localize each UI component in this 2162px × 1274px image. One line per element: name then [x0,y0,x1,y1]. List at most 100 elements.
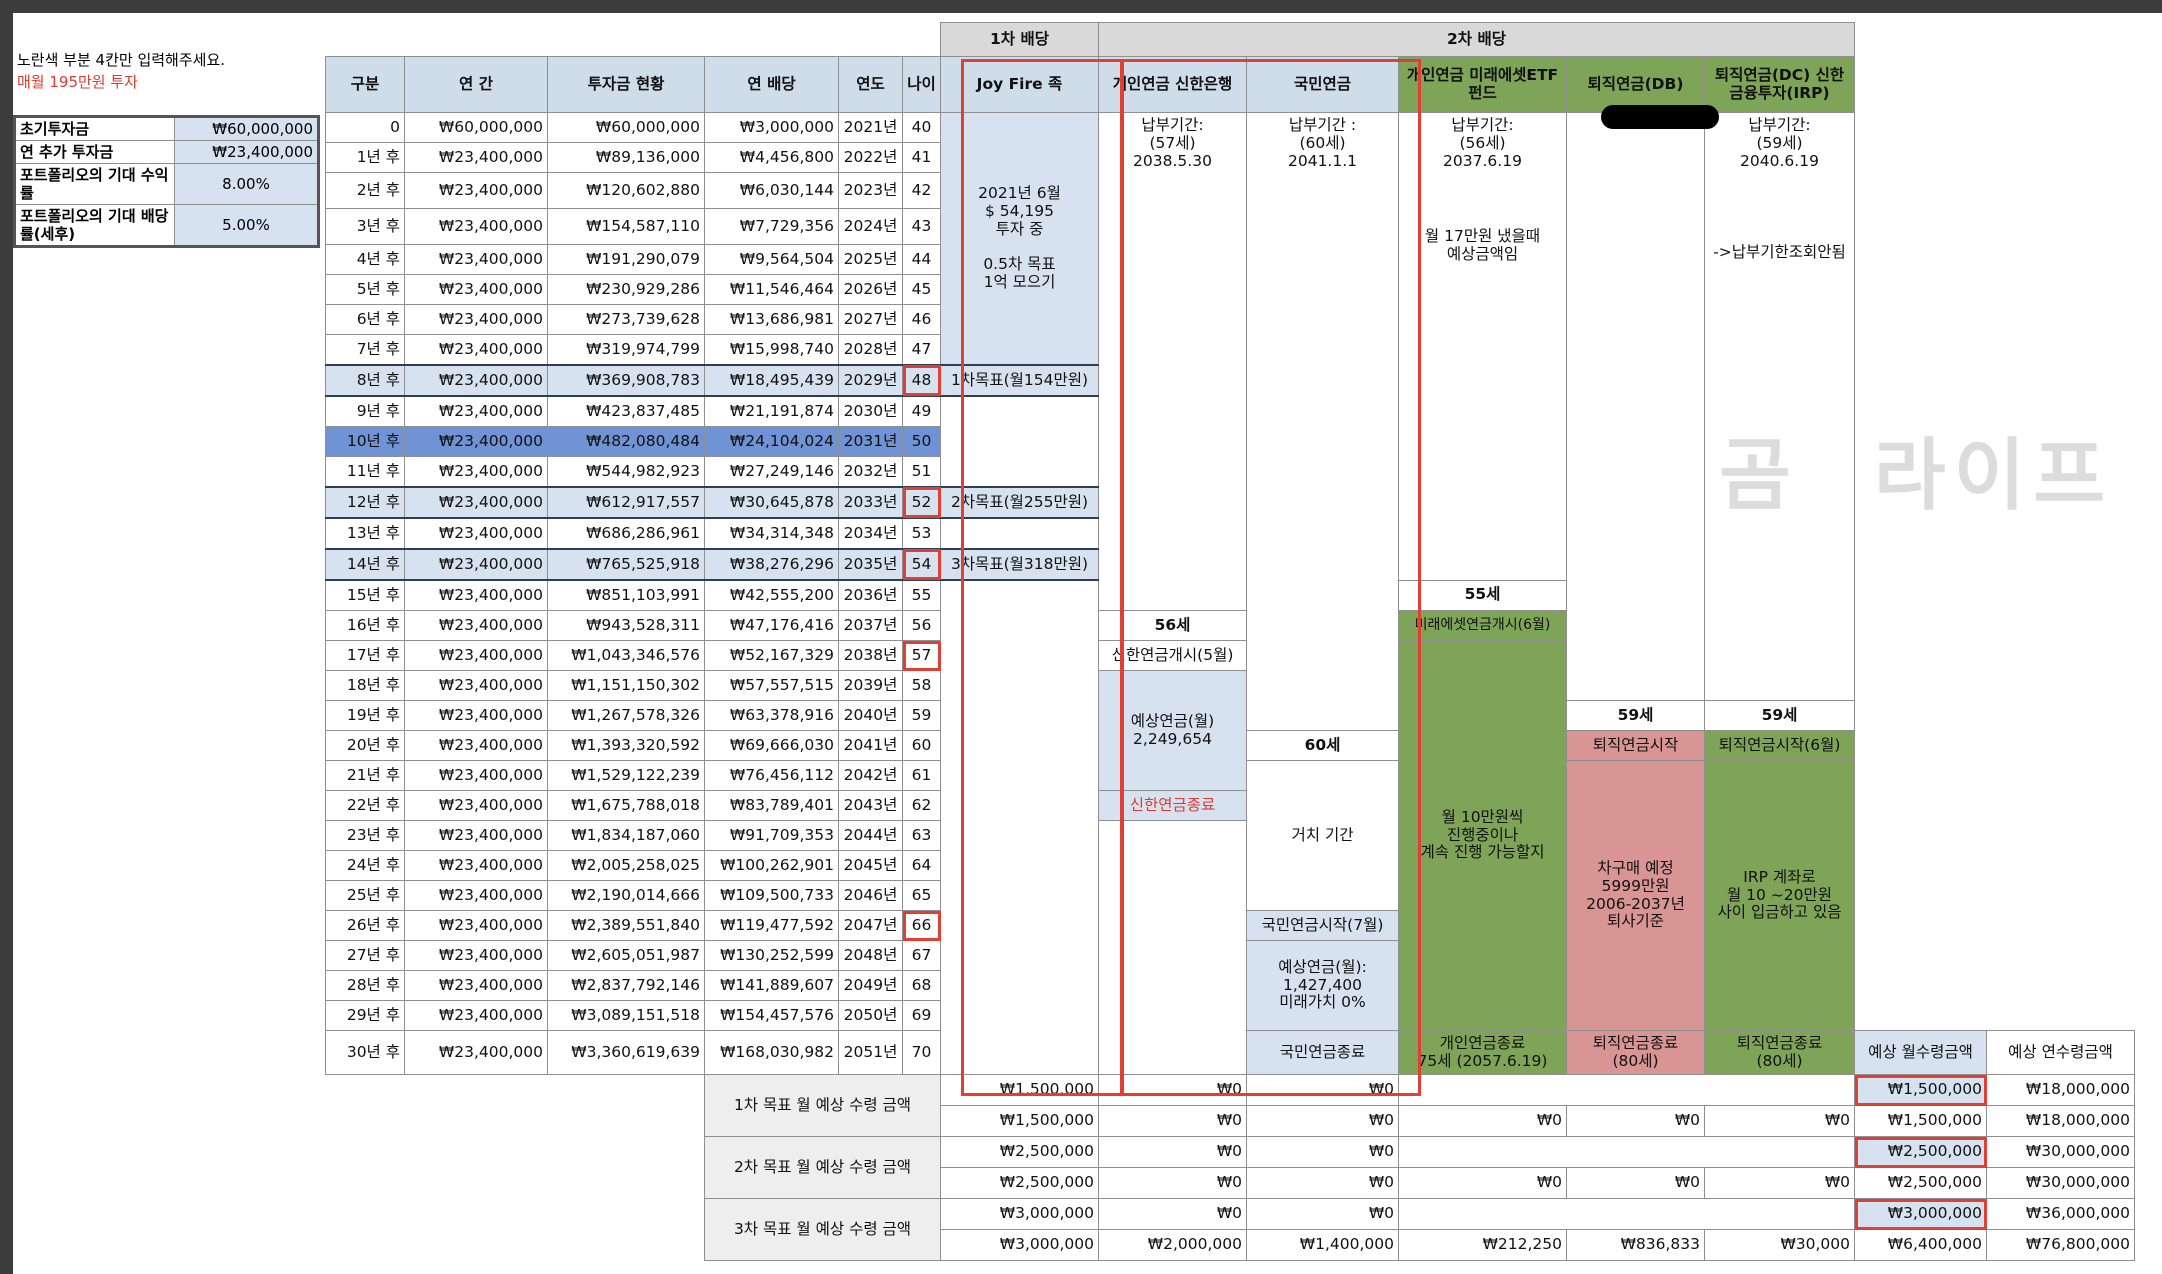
shinhan-start: 신한연금개시(5월) [1098,640,1247,671]
age-cell: 44 [902,244,941,275]
mirae-note-cell: 납부기간: (56세) 2037.6.19 월 17만원 냈을때 예상금액임 [1398,112,1567,581]
col-annual-header: 연 간 [404,56,548,113]
goal1-label: 1차목표(월154만원) [940,364,1099,397]
age-cell: 45 [902,274,941,305]
table-row: 19년 후 ₩23,400,000 ₩1,267,578,326 ₩63,378,91… [325,700,2135,731]
period-cell: 28년 후 [325,970,405,1001]
pension-amount: ₩1,500,000 [940,1074,1099,1106]
year-cell: 2044년 [838,820,903,851]
input-label: 포트폴리오의 기대 수익률 [14,163,175,205]
dc-start: 퇴직연금시작(6월) [1704,730,1855,761]
monthly-header: 예상 월수령금액 [1854,1030,1987,1075]
year-cell: 2028년 [838,334,903,366]
expected-dividend-cell[interactable]: 5.00% [174,204,319,247]
dividend-cell: ₩6,030,144 [704,172,839,209]
col-dc-pension-header: 퇴직연금(DC) 신한금융투자(IRP) [1704,56,1855,113]
table-row: 20년 후 ₩23,400,000 ₩1,393,320,592 ₩69,666,03… [325,730,2135,761]
annual-cell: ₩23,400,000 [404,426,548,457]
annual-cell: ₩23,400,000 [404,1030,548,1075]
year-cell: 2041년 [838,730,903,761]
investment-cell: ₩2,605,051,987 [547,940,705,971]
goal-label: 3차 목표 월 예상 수령 금액 [704,1198,941,1261]
age-cell: 49 [902,395,941,427]
year-cell: 2048년 [838,940,903,971]
table-row: 3년 후 ₩23,400,000 ₩154,587,110 ₩7,729,356 202… [325,208,2135,245]
dc-mid: IRP 계좌로 월 10 ~20만원 사이 입금하고 있음 [1704,760,1855,1031]
goal3-label: 3차목표(월318만원) [940,548,1099,581]
age-cell: 69 [902,1000,941,1031]
national-deferred: 거치 기간 [1246,760,1399,911]
dividend1-header: 1차 배당 [940,22,1099,57]
annual-cell: ₩23,400,000 [404,850,548,881]
period-cell: 15년 후 [325,579,405,611]
shinhan-expected: 예상연금(월) 2,249,654 [1098,670,1247,791]
monthly-amount: ₩2,500,000 [1854,1167,1987,1199]
annual-cell: ₩23,400,000 [404,244,548,275]
spreadsheet: 노란색 부분 4칸만 입력해주세요. 매월 195만원 투자 초기투자금 ₩60… [13,13,2162,1274]
annual-header: 예상 연수령금액 [1986,1030,2135,1075]
year-cell: 2022년 [838,142,903,173]
table-row: 3차 목표 월 예상 수령 금액 ₩3,000,000 ₩0 ₩0 ₩3,000,000… [326,1198,2135,1261]
blank-cell [1399,1137,1855,1168]
pension-amount: ₩0 [1098,1074,1247,1106]
annual-amount: ₩18,000,000 [1986,1105,2135,1137]
initial-investment-cell[interactable]: ₩60,000,000 [174,116,319,141]
year-cell: 2042년 [838,760,903,791]
annual-cell: ₩23,400,000 [404,334,548,366]
annual-cell: ₩23,400,000 [404,880,548,911]
age-cell: 64 [902,850,941,881]
age-cell: 42 [902,172,941,209]
pension-amount: ₩2,500,000 [940,1136,1099,1168]
investment-cell: ₩686,286,961 [547,517,705,550]
investment-cell: ₩544,982,923 [547,456,705,488]
col-age-header: 나이 [902,56,941,113]
pension-amount: ₩836,833 [1566,1229,1705,1261]
investment-cell: ₩851,103,991 [547,579,705,611]
table-row: 10년 후 ₩23,400,000 ₩482,080,484 ₩24,104,024 2… [325,426,2135,457]
dividend-cell: ₩9,564,504 [704,244,839,275]
period-cell: 22년 후 [325,790,405,821]
year-cell: 2039년 [838,670,903,701]
annual-amount: ₩30,000,000 [1986,1167,2135,1199]
expected-return-cell[interactable]: 8.00% [174,163,319,205]
investment-cell: ₩191,290,079 [547,244,705,275]
national-age: 60세 [1246,730,1399,761]
year-cell: 2033년 [838,486,903,519]
investment-cell: ₩120,602,880 [547,172,705,209]
year-cell: 2029년 [838,364,903,397]
investment-cell: ₩1,043,346,576 [547,640,705,671]
year-cell: 2032년 [838,456,903,488]
input-row: 포트폴리오의 기대 배당률(세후) 5.00% [14,204,319,247]
dividend-cell: ₩168,030,982 [704,1030,839,1075]
dc-note2: ->납부기한조회안됨 [1713,243,1846,262]
year-cell: 2027년 [838,304,903,335]
dividend-cell: ₩7,729,356 [704,208,839,245]
pension-amount: ₩0 [1098,1198,1247,1230]
period-cell: 9년 후 [325,395,405,427]
year-cell: 2045년 [838,850,903,881]
table-row: 22년 후 ₩23,400,000 ₩1,675,788,018 ₩83,789,40… [325,790,2135,821]
joy-note: 2021년 6월 $ 54,195 투자 중 0.5차 목표 1억 모으기 [940,112,1099,366]
col-investment-header: 투자금 현황 [547,56,705,113]
dividend-cell: ₩100,262,901 [704,850,839,881]
pension-amount: ₩0 [1098,1167,1247,1199]
dividend-cell: ₩47,176,416 [704,610,839,641]
input-row: 초기투자금 ₩60,000,000 [14,116,319,141]
annual-investment-cell[interactable]: ₩23,400,000 [174,140,319,164]
period-cell: 24년 후 [325,850,405,881]
dc-note: 납부기간: (59세) 2040.6.19 [1740,116,1819,170]
national-note: 납부기간 : (60세) 2041.1.1 [1246,112,1399,731]
table-row: 26년 후 ₩23,400,000 ₩2,389,551,840 ₩119,477,5… [325,910,2135,941]
period-cell: 17년 후 [325,640,405,671]
pension-amount: ₩1,500,000 [940,1105,1099,1137]
annual-cell: ₩23,400,000 [404,970,548,1001]
period-cell: 18년 후 [325,670,405,701]
annual-amount: ₩18,000,000 [1986,1074,2135,1106]
db-age: 59세 [1566,700,1705,731]
period-cell: 8년 후 [325,364,405,397]
annual-cell: ₩23,400,000 [404,579,548,611]
period-cell: 23년 후 [325,820,405,851]
dividend-cell: ₩154,457,576 [704,1000,839,1031]
age-cell: 65 [902,880,941,911]
mirae-end: 개인연금종료 75세 (2057.6.19) [1398,1030,1567,1075]
